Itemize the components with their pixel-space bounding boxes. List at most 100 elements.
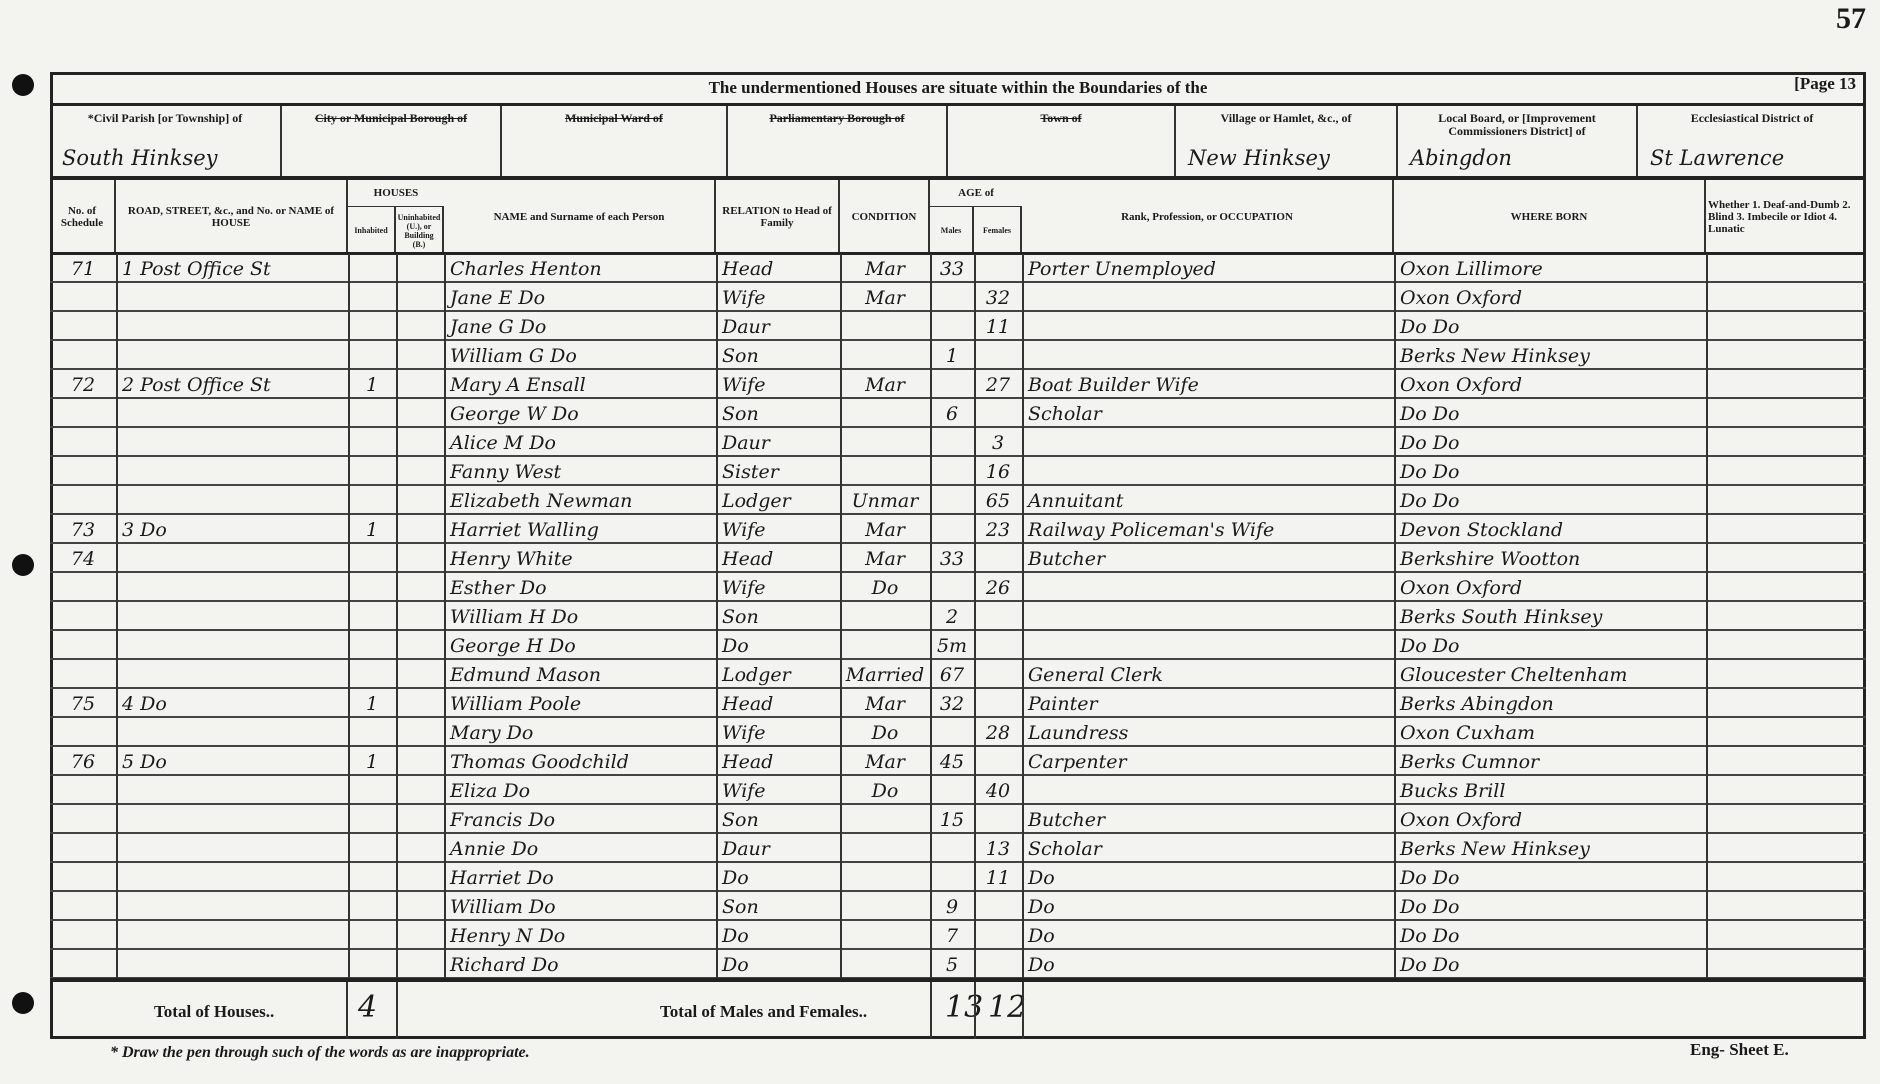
district-cell: Parliamentary Borough of: [728, 106, 948, 176]
cell-occupation: Boat Builder Wife: [1028, 374, 1199, 396]
punch-hole: [12, 74, 34, 96]
cell-occupation: Do: [1028, 925, 1055, 947]
cell-female: 3: [991, 432, 1005, 454]
cell-schedule: 74: [70, 548, 96, 570]
district-label: Local Board, or [Improvement Commissione…: [1438, 111, 1596, 138]
cell-condition: Do: [871, 780, 899, 802]
column-rule: [444, 254, 446, 978]
cell-born: Oxon Lillimore: [1400, 258, 1543, 280]
cell-occupation: Carpenter: [1028, 751, 1127, 773]
cell-road: [116, 399, 348, 426]
cell-occupation: Scholar: [1028, 403, 1102, 425]
cell-female: 23: [985, 519, 1011, 541]
cell-relation: Head: [722, 258, 774, 280]
cell-occupation: Scholar: [1028, 838, 1102, 860]
cell-inhabited: [348, 950, 396, 977]
cell-schedule: [50, 573, 116, 600]
column-header-road: ROAD, STREET, &c., and No. or NAME of HO…: [116, 180, 348, 254]
cell-schedule: [50, 718, 116, 745]
district-label: Village or Hamlet, &c., of: [1220, 111, 1352, 125]
cell-born: Oxon Oxford: [1400, 374, 1523, 396]
census-form-frame: [50, 72, 1866, 1039]
sheet-number: 57: [1836, 2, 1866, 35]
table-row: Annie Do Daur 13 Scholar Berks New Hinksey: [50, 834, 1866, 863]
cell-occupation: Butcher: [1028, 809, 1106, 831]
cell-name: Elizabeth Newman: [450, 490, 633, 512]
cell-condition: [840, 399, 930, 426]
cell-female: 40: [985, 780, 1011, 802]
cell-name: George W Do: [450, 403, 579, 425]
cell-condition: Mar: [865, 519, 905, 541]
cell-male: 9: [945, 896, 959, 918]
cell-female: [974, 544, 1022, 571]
column-rule: [1394, 254, 1396, 978]
cell-female: [974, 254, 1022, 281]
cell-uninhabited: [396, 312, 444, 339]
cell-relation: Do: [722, 635, 749, 657]
cell-schedule: [50, 312, 116, 339]
cell-inhabited: 1: [365, 751, 379, 773]
cell-male: [930, 515, 974, 542]
cell-schedule: [50, 283, 116, 310]
table-row: Henry N Do Do 7 Do Do Do: [50, 921, 1866, 950]
cell-inhabited: 1: [365, 693, 379, 715]
table-row: Alice M Do Daur 3 Do Do: [50, 428, 1866, 457]
table-row: Richard Do Do 5 Do Do Do: [50, 950, 1866, 979]
cell-uninhabited: [396, 515, 444, 542]
cell-condition: Mar: [865, 258, 905, 280]
cell-relation: Daur: [722, 838, 770, 860]
total-houses-label: Total of Houses..: [154, 1002, 275, 1021]
cell-condition: [840, 921, 930, 948]
cell-condition: [840, 312, 930, 339]
cell-female: [974, 921, 1022, 948]
cell-female: [974, 660, 1022, 687]
cell-male: [930, 283, 974, 310]
district-label: Parliamentary Borough of: [769, 111, 905, 125]
cell-name: Harriet Walling: [450, 519, 599, 541]
cell-male: 2: [945, 606, 959, 628]
cell-relation: Wife: [722, 519, 766, 541]
cell-name: George H Do: [450, 635, 576, 657]
cell-condition: Mar: [865, 374, 905, 396]
cell-schedule: [50, 892, 116, 919]
cell-name: William H Do: [450, 606, 579, 628]
cell-uninhabited: [396, 805, 444, 832]
table-row: Jane E Do Wife Mar 32 Oxon Oxford: [50, 283, 1866, 312]
cell-name: Francis Do: [450, 809, 556, 831]
cell-name: Henry N Do: [450, 925, 566, 947]
cell-inhabited: [348, 428, 396, 455]
footnote: * Draw the pen through such of the words…: [110, 1044, 530, 1061]
cell-road: [116, 921, 348, 948]
cell-born: Do Do: [1400, 461, 1460, 483]
district-cell: Village or Hamlet, &c., of New Hinksey: [1176, 106, 1398, 176]
cell-condition: Mar: [865, 751, 905, 773]
form-id: Eng- Sheet E.: [1690, 1040, 1789, 1059]
cell-schedule: 75: [70, 693, 96, 715]
cell-relation: Wife: [722, 577, 766, 599]
cell-male: 5: [945, 954, 959, 976]
cell-male: [930, 370, 974, 397]
cell-inhabited: [348, 805, 396, 832]
cell-road: [116, 834, 348, 861]
cell-road: [116, 950, 348, 977]
cell-occupation: [1022, 428, 1394, 455]
cell-occupation: [1022, 602, 1394, 629]
cell-name: Jane E Do: [450, 287, 546, 309]
cell-relation: Wife: [722, 722, 766, 744]
cell-inhabited: [348, 254, 396, 281]
column-rule: [116, 254, 118, 978]
cell-relation: Head: [722, 751, 774, 773]
district-label: Town of: [1040, 111, 1082, 125]
cell-condition: Do: [871, 577, 899, 599]
cell-inhabited: [348, 776, 396, 803]
table-row: William H Do Son 2 Berks South Hinksey: [50, 602, 1866, 631]
cell-relation: Daur: [722, 316, 770, 338]
cell-born: Do Do: [1400, 954, 1460, 976]
cell-born: Berks New Hinksey: [1400, 345, 1590, 367]
cell-condition: [840, 457, 930, 484]
cell-schedule: [50, 341, 116, 368]
cell-condition: Mar: [865, 548, 905, 570]
cell-female: [974, 631, 1022, 658]
cell-female: [974, 399, 1022, 426]
cell-born: Do Do: [1400, 403, 1460, 425]
